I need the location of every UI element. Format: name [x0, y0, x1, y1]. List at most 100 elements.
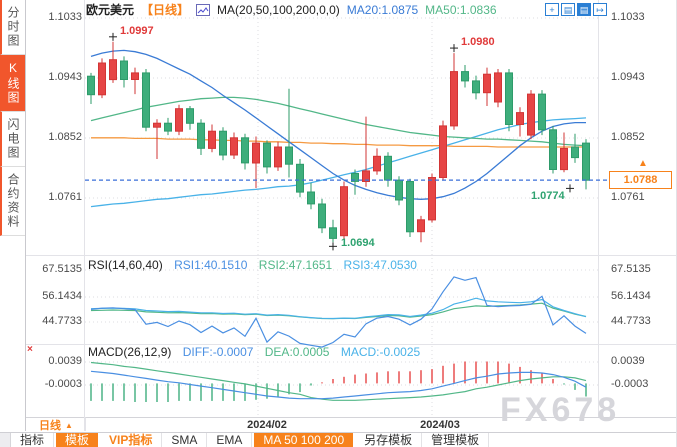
ma-settings[interactable]: MA(20,50,100,200,0,0)	[217, 2, 340, 17]
toolbar-grip[interactable]	[0, 433, 11, 447]
price-annotation: 1.0694	[341, 237, 375, 250]
y-axis-label: -0.0003	[611, 378, 649, 390]
expand-right-icon[interactable]: ↦	[593, 3, 607, 16]
y-axis-label: 1.0943	[48, 71, 82, 83]
candle-body[interactable]	[241, 137, 249, 164]
candle-body[interactable]	[263, 142, 271, 168]
candle-body[interactable]	[461, 71, 469, 82]
candle-body[interactable]	[296, 163, 304, 193]
ma-line-ma50	[90, 96, 587, 147]
y-axis-label: 1.0943	[611, 71, 645, 83]
macd-value: MACD:-0.0025	[340, 345, 421, 359]
toolbar-item[interactable]: 模板	[56, 433, 99, 447]
toolbar-item[interactable]: MA 50 100 200	[254, 433, 354, 447]
candle-body[interactable]	[417, 219, 425, 233]
candle-body[interactable]	[131, 72, 139, 81]
candle-body[interactable]	[153, 122, 161, 128]
candle-body[interactable]	[340, 186, 348, 237]
candle-body[interactable]	[351, 173, 359, 182]
candle-body[interactable]	[142, 72, 150, 128]
rsi-title[interactable]: RSI(14,60,40)	[88, 258, 163, 272]
candle-body[interactable]	[208, 130, 216, 149]
candle-body[interactable]	[362, 170, 370, 182]
y-axis-label: 67.5135	[611, 263, 651, 275]
candle-body[interactable]	[560, 147, 568, 171]
y-axis-label: 1.0761	[611, 191, 645, 203]
candle-body[interactable]	[483, 73, 491, 94]
period-selector[interactable]: 日线 ▲	[27, 419, 85, 432]
candle-body[interactable]	[439, 125, 447, 178]
toolbar-item[interactable]: EMA	[207, 433, 253, 447]
candle-body[interactable]	[285, 146, 293, 165]
candle-body[interactable]	[120, 60, 128, 80]
candle-body[interactable]	[516, 112, 524, 125]
watermark: FX678	[500, 391, 621, 429]
candle-body[interactable]	[395, 179, 403, 201]
candle-body[interactable]	[164, 122, 172, 132]
candle-body[interactable]	[373, 155, 381, 172]
toolbar-item[interactable]: SMA	[162, 433, 208, 447]
candle-body[interactable]	[494, 72, 502, 103]
dea-line	[90, 361, 587, 401]
candle-body[interactable]	[219, 130, 227, 156]
toolbar-item[interactable]: 另存模板	[355, 433, 423, 447]
price-annotation: 1.0980	[461, 36, 495, 49]
symbol-title: 欧元美元	[86, 3, 135, 17]
candle-body[interactable]	[406, 181, 414, 233]
panel-layout-icon[interactable]: ▤	[561, 3, 575, 16]
candle-body[interactable]	[98, 62, 106, 96]
y-axis-label: 1.0761	[48, 191, 82, 203]
candle-body[interactable]	[582, 142, 590, 181]
candle-body[interactable]	[87, 75, 95, 96]
candle-body[interactable]	[318, 203, 326, 229]
sidebar-tab-item[interactable]: 合约资料	[0, 167, 25, 236]
rsi3-value: RSI3:47.0530	[343, 258, 417, 272]
candle-body[interactable]	[384, 155, 392, 181]
price-annotation: 1.0774	[531, 190, 565, 203]
candle-body[interactable]	[186, 108, 194, 124]
candle-body[interactable]	[472, 80, 480, 94]
candle-body[interactable]	[274, 146, 282, 168]
candle-body[interactable]	[549, 129, 557, 171]
y-axis-label: 1.0852	[611, 131, 645, 143]
sidebar-tab-active[interactable]: K线图	[0, 55, 25, 112]
candle-body[interactable]	[109, 59, 117, 81]
candle-body[interactable]	[450, 71, 458, 127]
candle-body[interactable]	[538, 93, 546, 131]
remove-indicator-icon[interactable]: ×	[27, 344, 33, 355]
candle-body[interactable]	[571, 146, 579, 159]
sidebar-tab-item[interactable]: 分时图	[0, 0, 25, 55]
y-axis-label: 1.1033	[48, 11, 82, 23]
macd-title[interactable]: MACD(26,12,9)	[88, 345, 172, 359]
ma-line-ma20	[90, 49, 586, 200]
candle-body[interactable]	[428, 177, 436, 221]
candle-body[interactable]	[230, 137, 238, 156]
candle-body[interactable]	[175, 108, 183, 132]
bottom-toolbar: 指标 模板 VIP指标 SMA EMA MA 50 100 200 另存模板 管理模板	[0, 432, 676, 447]
candle-body[interactable]	[329, 227, 337, 239]
toolbar-item[interactable]: 管理模板	[422, 433, 490, 447]
toolbar-item[interactable]: VIP指标	[100, 433, 163, 447]
y-axis-label: 1.1033	[611, 11, 645, 23]
sidebar-tab-item[interactable]: 闪电图	[0, 112, 25, 167]
period-tag: 【日线】	[141, 3, 190, 17]
chart-header: 欧元美元 【日线】 MA(20,50,100,200,0,0) MA20:1.0…	[86, 1, 497, 18]
crosshair-icon[interactable]: +	[545, 3, 559, 16]
diff-value: DIFF:-0.0007	[182, 345, 254, 359]
toolbar-item[interactable]: 指标	[11, 433, 55, 447]
panel-layout-active-icon[interactable]: ▤	[577, 3, 591, 16]
kline-chart-icon[interactable]	[196, 3, 211, 16]
candle-body[interactable]	[527, 93, 535, 136]
candle-body[interactable]	[307, 191, 315, 205]
y-axis-label: -0.0003	[44, 378, 82, 390]
x-axis-date-label: 2024/03	[420, 419, 460, 431]
candle-body[interactable]	[505, 72, 513, 125]
candle-body[interactable]	[197, 122, 205, 149]
y-axis-label: 56.1434	[42, 290, 82, 302]
dea-value: DEA:0.0005	[264, 345, 330, 359]
ma-line-ma100	[91, 137, 586, 148]
current-price-value: 1.0788	[623, 174, 658, 186]
candle-body[interactable]	[252, 142, 260, 164]
ma50-value: MA50:1.0836	[425, 2, 497, 17]
